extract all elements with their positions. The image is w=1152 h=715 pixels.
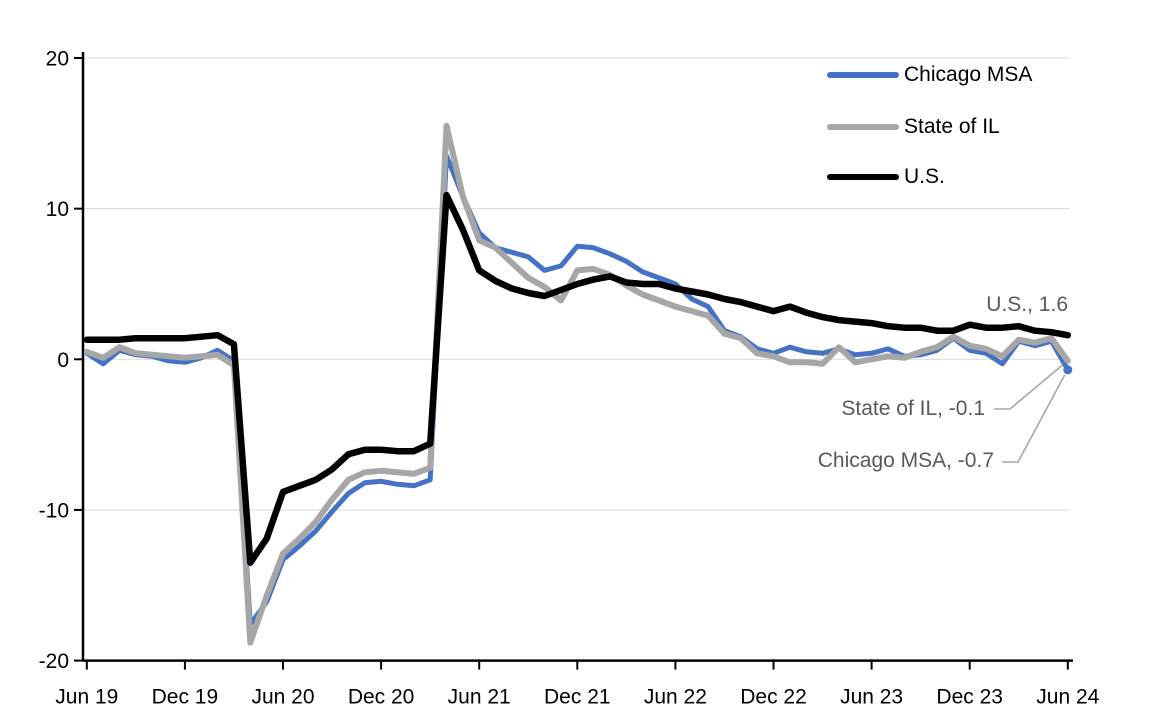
legend-line-sample-us bbox=[827, 173, 899, 181]
y-axis-tick-label: -10 bbox=[39, 499, 69, 522]
series-line-us bbox=[83, 191, 1072, 566]
x-axis-tick-label: Jun 20 bbox=[251, 686, 314, 709]
legend-line-sample-chicago-msa bbox=[827, 71, 899, 79]
x-axis-tick-label: Dec 23 bbox=[936, 686, 1003, 709]
end-label-chicago-msa: Chicago MSA, -0.7 bbox=[817, 449, 994, 472]
x-axis-tick-label: Jun 21 bbox=[448, 686, 511, 709]
x-axis-tick-label: Jun 22 bbox=[644, 686, 707, 709]
legend-line-sample-state-of-il bbox=[827, 123, 899, 131]
y-axis-tick-label: 0 bbox=[57, 349, 69, 372]
end-label-state-of-il: State of IL, -0.1 bbox=[841, 397, 985, 420]
end-label-us: U.S., 1.6 bbox=[986, 293, 1068, 316]
x-axis-tick-label: Dec 22 bbox=[740, 686, 807, 709]
y-axis-tick-label: -20 bbox=[39, 650, 69, 673]
series-end-marker-chicago-msa bbox=[1063, 365, 1073, 375]
legend-label: U.S. bbox=[904, 165, 945, 188]
x-axis-tick-label: Jun 19 bbox=[55, 686, 118, 709]
legend-label: State of IL bbox=[904, 115, 1000, 138]
legend-item-us: U.S. bbox=[827, 166, 945, 188]
y-axis-tick-label: 20 bbox=[46, 48, 69, 71]
legend-label: Chicago MSA bbox=[904, 63, 1033, 86]
x-axis-tick-label: Dec 21 bbox=[544, 686, 611, 709]
x-axis-tick-label: Dec 19 bbox=[152, 686, 219, 709]
series-line-state-of-il bbox=[83, 122, 1071, 646]
leader-line-state-of-il bbox=[994, 364, 1064, 410]
x-axis-tick-label: Dec 20 bbox=[348, 686, 415, 709]
x-axis-tick-label: Jun 24 bbox=[1036, 686, 1099, 709]
y-axis-tick-label: 10 bbox=[46, 198, 69, 221]
x-axis-tick-label: Jun 23 bbox=[840, 686, 903, 709]
leader-line-chicago-msa bbox=[1002, 374, 1066, 463]
legend-item-chicago-msa: Chicago MSA bbox=[827, 64, 1032, 86]
legend-item-state-of-il: State of IL bbox=[827, 116, 1000, 138]
